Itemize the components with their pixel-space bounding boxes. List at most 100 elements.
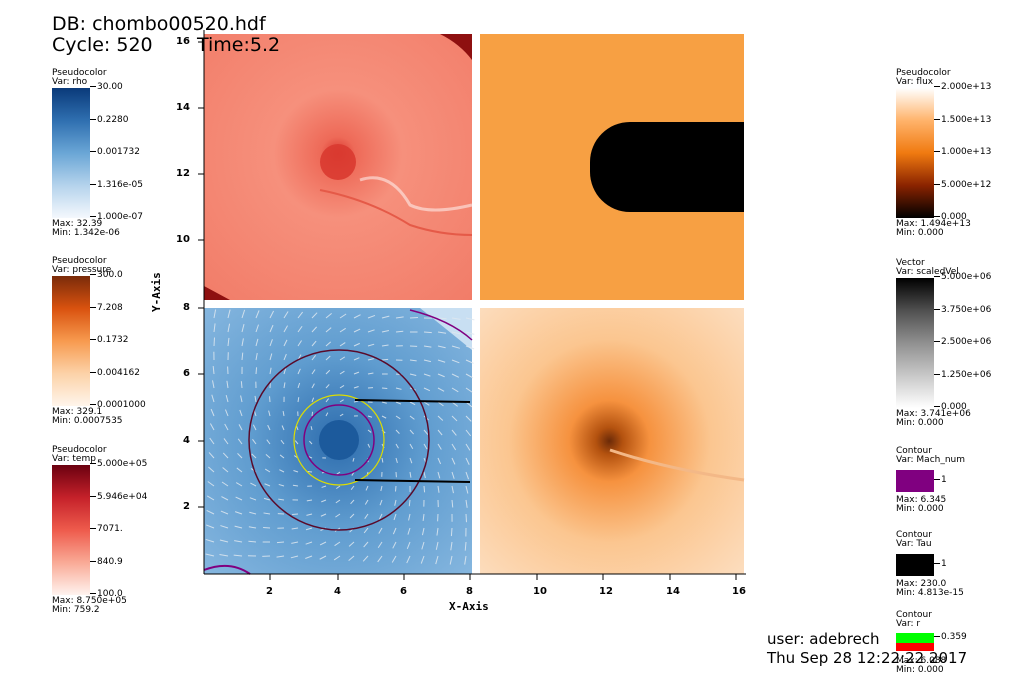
velocity-vector	[381, 457, 384, 463]
velocity-vector	[235, 496, 243, 501]
velocity-vector	[339, 356, 346, 361]
velocity-vector	[365, 485, 369, 491]
velocity-vector	[339, 370, 345, 375]
velocity-vector	[249, 511, 257, 515]
velocity-vector	[367, 314, 376, 319]
velocity-vector	[409, 359, 417, 362]
velocity-vector	[222, 452, 229, 459]
velocity-vector	[268, 410, 271, 417]
velocity-vector	[283, 339, 288, 347]
velocity-vector	[437, 387, 445, 392]
velocity-vector	[423, 345, 432, 348]
velocity-vector	[311, 355, 317, 361]
contour-level-label: 1	[934, 559, 947, 569]
velocity-vector	[409, 429, 415, 435]
velocity-vector	[248, 526, 257, 529]
legend-type-label: Pseudocolor	[52, 68, 107, 78]
x-tick-label: 6	[400, 586, 407, 597]
velocity-vector	[233, 554, 243, 557]
velocity-vector	[451, 485, 454, 494]
legend-max-label: Max: 8.750e+05	[52, 596, 127, 606]
velocity-vector	[465, 387, 473, 393]
velocity-vector	[381, 387, 388, 390]
velocity-vector	[205, 553, 215, 557]
colorbar-tick-label: 2.500e+06	[934, 337, 991, 347]
velocity-vector	[310, 426, 313, 431]
contour-min-label: Min: 0.000	[896, 665, 944, 675]
velocity-vector	[407, 527, 411, 535]
velocity-vector	[279, 469, 285, 473]
velocity-vector	[206, 510, 215, 515]
velocity-vector	[276, 555, 285, 558]
contour-level-label: 0.359	[934, 632, 967, 642]
velocity-vector	[325, 384, 330, 389]
velocity-vector	[451, 359, 460, 364]
legend-min-label: Min: 0.000	[896, 418, 944, 428]
velocity-vector	[240, 395, 243, 403]
velocity-vector	[378, 527, 383, 534]
velocity-vector	[423, 471, 426, 479]
velocity-vector	[381, 415, 387, 419]
velocity-vector	[311, 340, 317, 347]
contour-max-label: Max: 6.088	[896, 656, 947, 666]
velocity-vector	[423, 331, 432, 334]
velocity-vector	[239, 409, 243, 417]
y-tick-label: 12	[176, 168, 190, 179]
velocity-vector	[339, 313, 347, 319]
velocity-vector	[263, 512, 271, 515]
velocity-vector	[352, 457, 355, 462]
contour-level-label: 1	[934, 475, 947, 485]
velocity-vector	[465, 415, 472, 422]
velocity-vector	[378, 513, 383, 520]
velocity-vector	[297, 340, 302, 347]
colorbar-tick-label: 5.000e+05	[90, 459, 147, 469]
velocity-vector	[437, 359, 446, 363]
velocity-vector	[409, 457, 413, 464]
flux-panel	[480, 34, 744, 300]
velocity-vector	[381, 315, 390, 319]
velocity-vector	[255, 367, 258, 375]
database-title: DB: chombo00520.hdf	[52, 13, 266, 35]
velocity-vector	[379, 499, 383, 506]
colorbar-tick-label: 30.00	[90, 82, 123, 92]
velocity-vector	[252, 438, 257, 445]
velocity-vector	[205, 538, 215, 543]
velocity-vector	[209, 423, 215, 431]
velocity-vector	[377, 555, 383, 563]
velocity-vector	[392, 541, 397, 549]
velocity-vector	[255, 310, 260, 319]
velocity-vector	[320, 513, 327, 517]
colorbar-tick-label: 0.000	[934, 212, 967, 222]
velocity-vector	[206, 495, 215, 501]
velocity-vector	[267, 424, 271, 431]
velocity-vector	[367, 415, 373, 418]
velocity-vector	[437, 415, 444, 421]
velocity-vector	[225, 394, 229, 403]
velocity-vector	[291, 541, 299, 544]
velocity-vector	[451, 471, 455, 479]
velocity-vector	[437, 401, 444, 407]
velocity-vector	[325, 398, 330, 403]
velocity-vector	[423, 387, 431, 392]
colorbar-tick-label: 100.0	[90, 589, 123, 599]
velocity-vector	[393, 513, 397, 521]
velocity-vector	[234, 525, 243, 529]
contour-swatch	[896, 554, 934, 576]
velocity-vector	[348, 555, 355, 562]
velocity-vector	[297, 382, 301, 389]
colorbar-tick-label: 1.500e+13	[934, 115, 991, 125]
velocity-vector	[224, 423, 229, 431]
legend-max-label: Max: 32.39	[52, 219, 103, 229]
velocity-vector	[223, 438, 229, 445]
velocity-vector	[335, 485, 341, 490]
colorbar-tick-label: 3.750e+06	[934, 305, 991, 315]
velocity-vector	[437, 345, 446, 349]
velocity-vector	[255, 324, 259, 333]
y-tick-label: 2	[183, 501, 190, 512]
velocity-vector	[224, 409, 229, 417]
velocity-vector	[213, 323, 216, 333]
velocity-vector	[297, 368, 301, 375]
contour-max-label: Max: 6.345	[896, 495, 947, 505]
velocity-vector	[305, 555, 313, 559]
colorbar-tick-label: 840.9	[90, 557, 123, 567]
